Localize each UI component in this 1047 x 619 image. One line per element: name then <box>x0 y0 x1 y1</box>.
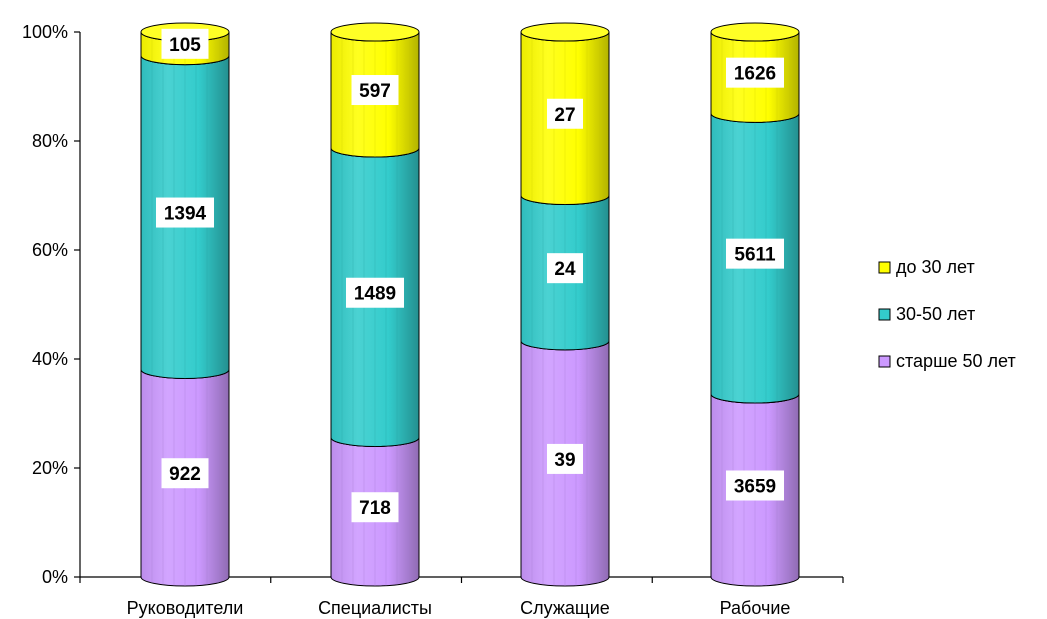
data-label: 3659 <box>734 476 776 497</box>
x-category-label: Специалисты <box>318 598 432 618</box>
data-label-box <box>547 98 583 129</box>
data-label-box <box>726 57 784 88</box>
data-label-box <box>346 277 404 308</box>
x-category-label: Руководители <box>127 598 244 618</box>
y-tick-label: 60% <box>32 240 68 260</box>
data-label: 718 <box>359 498 391 519</box>
legend-label: до 30 лет <box>896 257 975 277</box>
legend-swatch <box>878 261 891 274</box>
x-category-label: Рабочие <box>720 598 791 618</box>
legend-label: 30-50 лет <box>896 304 975 324</box>
axes: 0% 20% 40% 60% 80% 100% Руководители Специалист… <box>22 22 844 618</box>
data-label: 24 <box>554 259 576 280</box>
bar-top-cap <box>520 22 610 42</box>
y-tick-label: 40% <box>32 349 68 369</box>
data-label: 597 <box>359 81 391 102</box>
data-label: 922 <box>169 464 201 485</box>
data-label-box <box>547 443 583 474</box>
data-labels: 922 1394 105 718 1489 597 39 24 27 3659 5611 1626 <box>156 28 784 523</box>
data-label-box <box>351 492 399 523</box>
data-label-box <box>156 197 214 228</box>
data-label-box <box>547 253 583 284</box>
data-label-box <box>161 28 209 59</box>
x-category-label: Служащие <box>520 598 610 618</box>
data-label: 1489 <box>354 284 396 305</box>
bars <box>140 22 800 587</box>
data-label: 5611 <box>734 245 776 266</box>
data-label: 1394 <box>164 204 207 225</box>
data-label-box <box>351 75 399 106</box>
legend-swatch <box>878 355 891 368</box>
data-label: 39 <box>554 450 575 471</box>
bar-top-cap <box>710 22 800 42</box>
y-tick-label: 80% <box>32 131 68 151</box>
y-tick-label: 20% <box>32 458 68 478</box>
data-label-box <box>726 470 784 501</box>
y-tick-label: 0% <box>42 567 68 587</box>
bar-top-cap <box>330 22 420 42</box>
data-label: 1626 <box>734 64 776 85</box>
legend-swatch <box>878 308 891 321</box>
legend-label: старше 50 лет <box>896 351 1016 371</box>
legend: до 30 лет 30-50 лет старше 50 лет <box>878 257 1016 371</box>
data-label: 27 <box>554 105 575 126</box>
data-label: 105 <box>169 35 201 56</box>
data-label-box <box>726 238 784 269</box>
data-label-box <box>161 458 209 489</box>
y-tick-label: 100% <box>22 22 68 42</box>
